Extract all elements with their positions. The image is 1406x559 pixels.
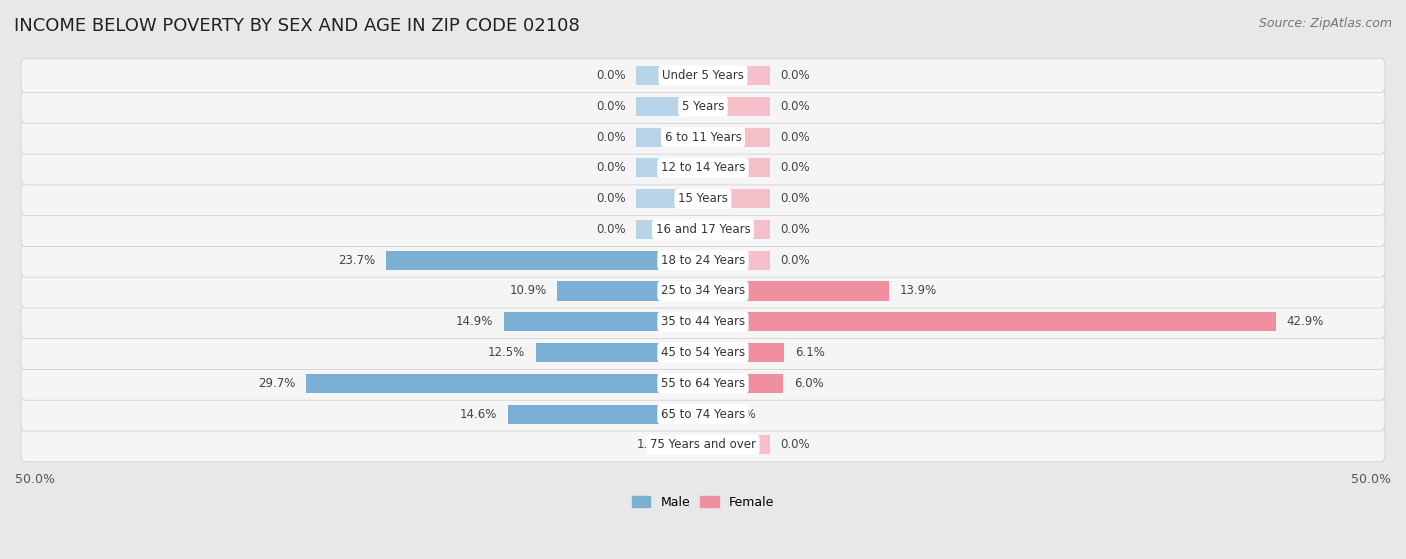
Text: 12 to 14 Years: 12 to 14 Years (661, 162, 745, 174)
Text: 65 to 74 Years: 65 to 74 Years (661, 408, 745, 420)
Text: Under 5 Years: Under 5 Years (662, 69, 744, 82)
Text: 18 to 24 Years: 18 to 24 Years (661, 254, 745, 267)
Bar (307, 374, 703, 393)
FancyBboxPatch shape (21, 397, 1385, 431)
Text: 6.1%: 6.1% (796, 346, 825, 359)
Bar (703, 127, 770, 146)
Bar (636, 189, 703, 209)
Bar (636, 66, 703, 85)
Legend: Male, Female: Male, Female (627, 491, 779, 514)
Text: 0.0%: 0.0% (596, 223, 626, 236)
Text: 16 and 17 Years: 16 and 17 Years (655, 223, 751, 236)
Text: 29.7%: 29.7% (259, 377, 295, 390)
Bar (703, 405, 717, 424)
Text: 13.9%: 13.9% (900, 285, 936, 297)
Bar (703, 158, 770, 178)
Text: 0.0%: 0.0% (780, 69, 810, 82)
FancyBboxPatch shape (21, 89, 1385, 124)
Bar (703, 220, 770, 239)
Bar (703, 97, 770, 116)
Bar (678, 435, 703, 454)
Text: 45 to 54 Years: 45 to 54 Years (661, 346, 745, 359)
Text: 0.0%: 0.0% (780, 192, 810, 205)
Text: Source: ZipAtlas.com: Source: ZipAtlas.com (1258, 17, 1392, 30)
Text: 0.0%: 0.0% (596, 192, 626, 205)
Text: 0.0%: 0.0% (780, 254, 810, 267)
FancyBboxPatch shape (21, 366, 1385, 400)
FancyBboxPatch shape (21, 243, 1385, 277)
Bar (703, 189, 770, 209)
FancyBboxPatch shape (21, 305, 1385, 339)
Bar (636, 127, 703, 146)
FancyBboxPatch shape (21, 428, 1385, 462)
Text: 0.0%: 0.0% (780, 162, 810, 174)
FancyBboxPatch shape (21, 274, 1385, 308)
Bar (703, 250, 770, 270)
FancyBboxPatch shape (21, 151, 1385, 185)
Text: 0.0%: 0.0% (780, 131, 810, 144)
Bar (636, 158, 703, 178)
Bar (636, 97, 703, 116)
FancyBboxPatch shape (21, 212, 1385, 247)
FancyBboxPatch shape (21, 182, 1385, 216)
Bar (703, 374, 783, 393)
Text: 25 to 34 Years: 25 to 34 Years (661, 285, 745, 297)
Text: 0.0%: 0.0% (780, 438, 810, 451)
Bar (703, 66, 770, 85)
Text: 23.7%: 23.7% (339, 254, 375, 267)
Text: 1.9%: 1.9% (637, 438, 666, 451)
Text: 0.0%: 0.0% (596, 100, 626, 113)
Text: 5 Years: 5 Years (682, 100, 724, 113)
Bar (636, 220, 703, 239)
Text: 0.0%: 0.0% (596, 131, 626, 144)
Text: 6.0%: 6.0% (794, 377, 824, 390)
Text: 0.0%: 0.0% (596, 69, 626, 82)
Text: 55 to 64 Years: 55 to 64 Years (661, 377, 745, 390)
Text: 6 to 11 Years: 6 to 11 Years (665, 131, 741, 144)
Text: 0.0%: 0.0% (596, 162, 626, 174)
FancyBboxPatch shape (21, 120, 1385, 154)
Text: 1.0%: 1.0% (727, 408, 756, 420)
Bar (703, 435, 770, 454)
Text: 15 Years: 15 Years (678, 192, 728, 205)
Bar (703, 282, 889, 301)
FancyBboxPatch shape (21, 335, 1385, 369)
Text: 0.0%: 0.0% (780, 223, 810, 236)
Text: 14.9%: 14.9% (456, 315, 494, 328)
Bar (536, 343, 703, 362)
Bar (703, 312, 1277, 331)
Bar (557, 282, 703, 301)
Bar (508, 405, 703, 424)
Text: 75 Years and over: 75 Years and over (650, 438, 756, 451)
Text: 0.0%: 0.0% (780, 100, 810, 113)
Text: 10.9%: 10.9% (509, 285, 547, 297)
Bar (387, 250, 703, 270)
Text: 42.9%: 42.9% (1286, 315, 1324, 328)
Bar (503, 312, 703, 331)
Bar (703, 343, 785, 362)
Text: 14.6%: 14.6% (460, 408, 498, 420)
FancyBboxPatch shape (21, 59, 1385, 93)
Text: 35 to 44 Years: 35 to 44 Years (661, 315, 745, 328)
Text: 12.5%: 12.5% (488, 346, 526, 359)
Text: INCOME BELOW POVERTY BY SEX AND AGE IN ZIP CODE 02108: INCOME BELOW POVERTY BY SEX AND AGE IN Z… (14, 17, 579, 35)
